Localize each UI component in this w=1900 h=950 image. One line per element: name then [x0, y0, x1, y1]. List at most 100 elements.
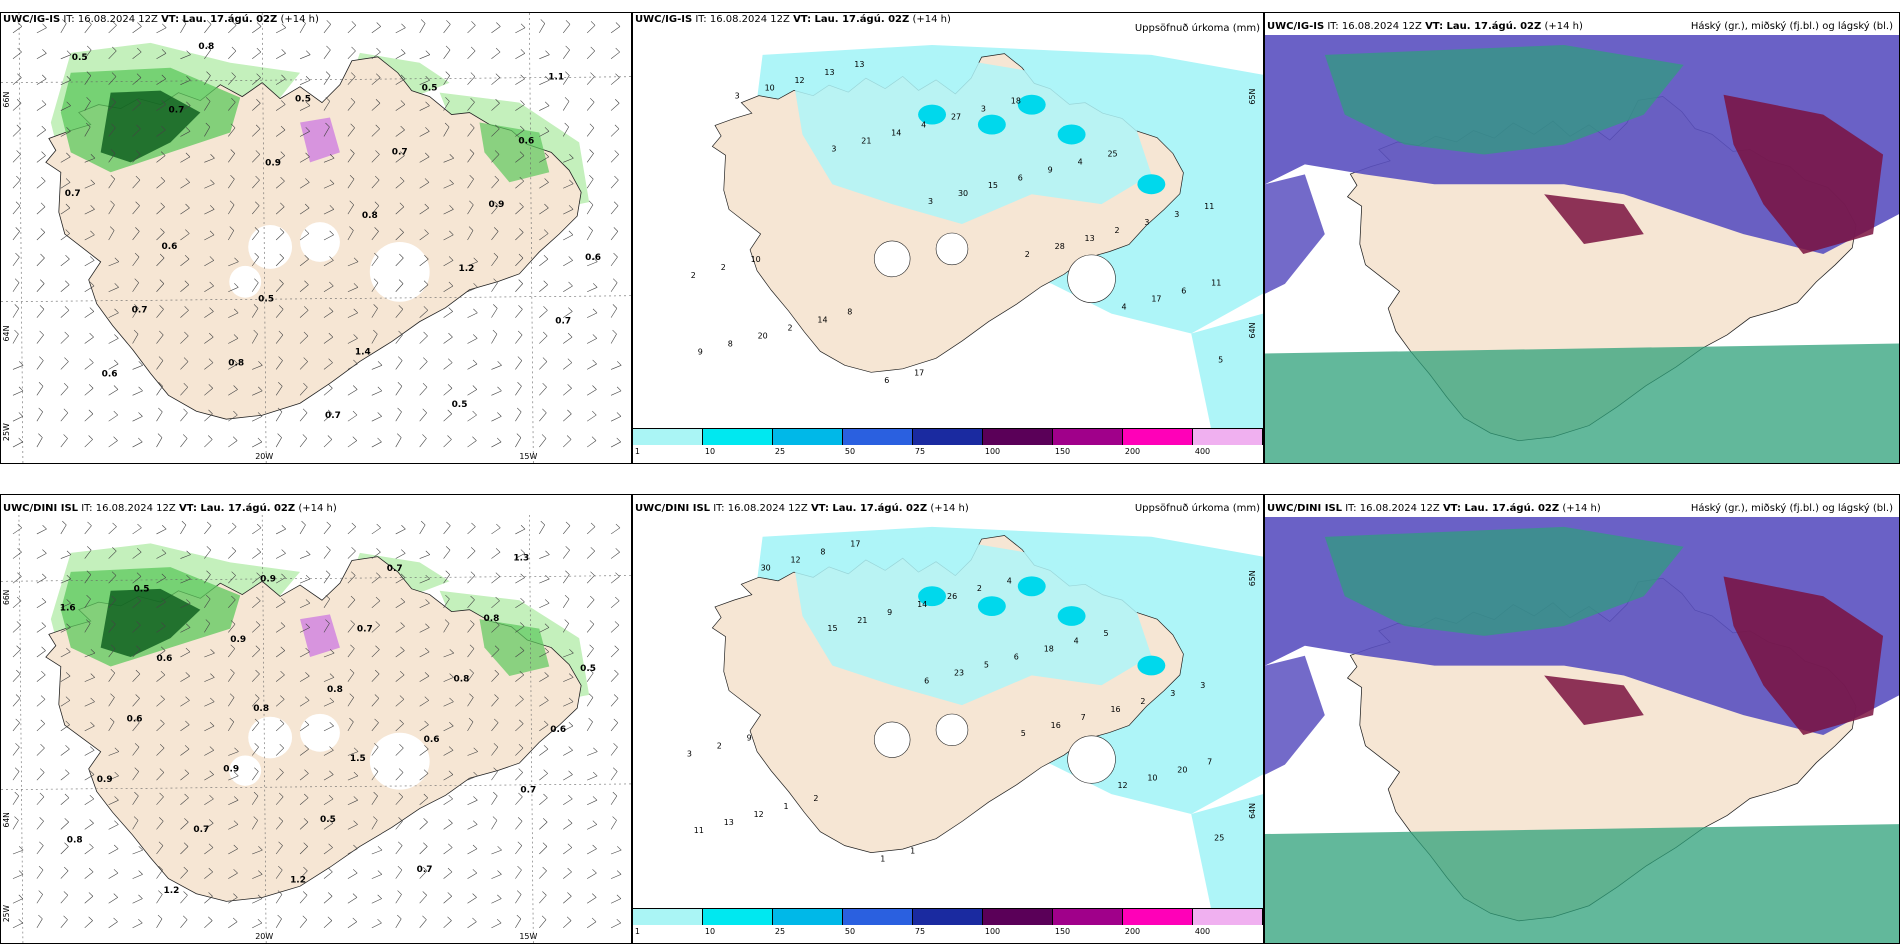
wind-barb	[371, 51, 381, 60]
wind-barb-flag	[374, 252, 379, 258]
wind-barb-flag	[564, 122, 569, 128]
wind-barb-flag	[401, 525, 406, 530]
wind-barb	[180, 182, 190, 189]
wind-barb-flag	[281, 525, 287, 530]
wind-barb-flag	[185, 623, 191, 628]
wind-barb	[467, 799, 478, 806]
wind-barb-flag	[424, 745, 429, 750]
wind-barb-flag	[540, 19, 545, 24]
wind-barb	[275, 577, 286, 584]
wind-barb	[275, 27, 286, 34]
colorbar-segment	[773, 909, 843, 925]
colorbar-segment	[983, 429, 1053, 445]
colorbar-segment	[703, 909, 773, 925]
wind-barb	[419, 156, 430, 163]
wind-barb	[586, 697, 594, 707]
wind-barb	[12, 77, 22, 85]
wind-barb	[251, 128, 261, 137]
wind-barb	[156, 27, 167, 34]
wind-barb-flag	[398, 279, 404, 284]
panel-title: UWC/DINI ISL IT: 16.08.2024 12Z VT: Lau.…	[3, 503, 337, 514]
wind-barb	[586, 672, 594, 682]
value-label: 12	[754, 810, 764, 819]
wind-barb	[204, 75, 211, 85]
wind-barb-flag	[423, 280, 429, 285]
wind-barb	[395, 155, 405, 163]
wind-barb-flag	[591, 436, 597, 441]
colorbar-segment	[1123, 429, 1193, 445]
wind-barb	[610, 390, 622, 396]
wind-barb	[515, 577, 525, 584]
wind-barb	[443, 183, 454, 189]
wind-barb-flag	[349, 669, 355, 674]
wind-barb-flag	[86, 97, 91, 102]
wind-barb-flag	[400, 100, 406, 105]
wind-barb	[204, 285, 214, 293]
wind-barb-flag	[328, 384, 333, 389]
wind-barb-flag	[493, 743, 499, 748]
wind-barb	[467, 921, 477, 929]
wind-barb-flag	[303, 818, 309, 823]
wind-barb	[251, 698, 260, 707]
wind-barb	[610, 722, 619, 732]
wind-barb-flag	[233, 385, 238, 390]
wind-barb	[204, 260, 215, 267]
wind-barb	[491, 26, 501, 34]
wind-barb	[132, 922, 143, 929]
wind-barb-flag	[520, 549, 526, 554]
wind-barb-flag	[567, 358, 573, 363]
wind-barb	[36, 601, 47, 609]
wind-barb	[180, 700, 190, 707]
panel-igis-precip: UWC/IG-IS IT: 16.08.2024 12Z VT: Lau. 17…	[632, 12, 1264, 464]
wind-barb	[371, 128, 380, 137]
glacier	[935, 232, 969, 266]
wind-barb	[156, 894, 163, 904]
value-label: 6	[1018, 173, 1023, 182]
wind-barb	[563, 209, 574, 215]
wind-barb	[515, 360, 523, 370]
wind-barb	[180, 361, 189, 370]
value-label: 2	[1114, 226, 1119, 235]
wind-barb-flag	[375, 596, 381, 602]
wind-barb	[371, 551, 381, 559]
wind-barb	[299, 310, 309, 318]
wind-barb	[204, 388, 213, 396]
wind-barb-flag	[424, 203, 429, 209]
wind-barb-flag	[160, 202, 165, 207]
wind-barb-flag	[397, 914, 402, 920]
glacier	[229, 265, 262, 298]
wind-barb	[108, 178, 116, 189]
wind-barb	[156, 650, 166, 658]
wind-barb-flag	[470, 46, 476, 52]
value-label: 0.8	[327, 685, 343, 695]
wind-barb-flag	[590, 522, 596, 527]
wind-barb-flag	[302, 434, 308, 439]
wind-barb-flag	[497, 846, 502, 851]
wind-barb	[371, 154, 380, 163]
wind-barb	[299, 54, 311, 60]
wind-barb	[586, 127, 595, 137]
wind-barb	[204, 750, 215, 756]
wind-barb	[204, 183, 215, 189]
wind-barb	[467, 848, 478, 855]
wind-barb-flag	[114, 257, 120, 262]
wind-barb-flag	[375, 150, 380, 155]
wind-barb	[395, 257, 404, 267]
axis-label: 15W	[519, 452, 537, 461]
wind-barb-flag	[280, 646, 285, 651]
wind-barb	[371, 820, 378, 830]
wind-barb	[586, 76, 595, 85]
wind-barb	[251, 673, 260, 682]
wind-barb-flag	[65, 745, 70, 750]
wind-barb-flag	[519, 176, 524, 182]
wind-barb	[610, 746, 618, 756]
wind-barb-flag	[161, 49, 167, 54]
wind-barb	[204, 24, 212, 34]
wind-barb-flag	[256, 596, 261, 602]
value-label: 8	[728, 339, 733, 348]
wind-barb	[539, 207, 549, 215]
wind-barb-flag	[350, 620, 355, 625]
wind-barb-flag	[327, 892, 333, 897]
wind-barb	[60, 207, 71, 215]
wind-barb-flag	[111, 571, 117, 576]
